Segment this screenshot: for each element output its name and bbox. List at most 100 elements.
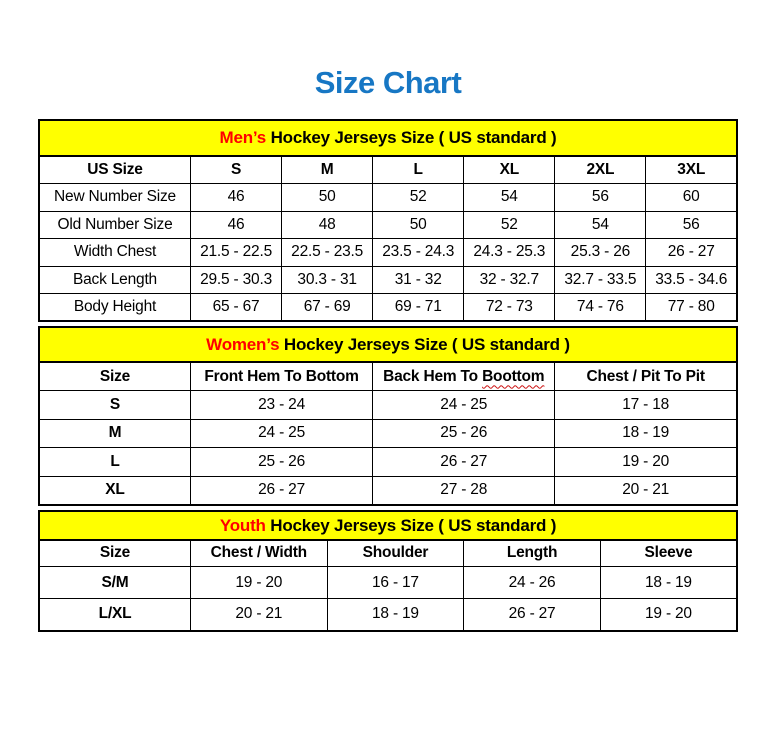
table-cell: 32.7 - 33.5 (554, 265, 647, 295)
column-header: M (281, 155, 374, 185)
table-cell: 20 - 21 (190, 598, 328, 632)
table-cell: 23 - 24 (189, 390, 374, 420)
column-header: US Size (38, 155, 191, 185)
section-banner-mens: Men’s Hockey Jerseys Size ( US standard … (38, 119, 738, 158)
table-cell: 24.3 - 25.3 (463, 238, 556, 267)
table-cell: 52 (463, 210, 556, 240)
banner-highlight: Women’s (206, 335, 280, 355)
table-row: Body Height 65 - 67 67 - 69 69 - 71 72 - 73 7… (38, 293, 738, 322)
table-cell: 25 - 26 (189, 447, 374, 477)
column-header: Size (38, 539, 191, 568)
page-title: Size Chart (314, 65, 462, 100)
table-cell: 54 (554, 210, 647, 240)
size-table-mens: US Size S M L XL 2XL 3XL New Number Size 46 50 52 5… (38, 155, 738, 323)
table-cell: 65 - 67 (189, 293, 283, 322)
table-cell: 27 - 28 (372, 475, 556, 506)
table-row: S 23 - 24 24 - 25 17 - 18 (38, 390, 738, 420)
column-header: S (189, 155, 283, 185)
table-cell: 26 - 27 (189, 475, 374, 506)
table-cell: 77 - 80 (645, 293, 738, 322)
table-cell: 56 (554, 183, 647, 212)
row-label: L (38, 447, 191, 477)
table-cell: 69 - 71 (372, 293, 465, 322)
table-cell: 23.5 - 24.3 (372, 238, 465, 267)
table-cell: 26 - 27 (645, 238, 738, 267)
row-label: Old Number Size (38, 210, 191, 240)
table-cell: 19 - 20 (190, 566, 328, 600)
row-label: Back Length (38, 265, 191, 295)
table-cell: 56 (645, 210, 738, 240)
size-chart-page: Size Chart Men’s Hockey Jerseys Size ( U… (0, 64, 776, 632)
header-row: Size Chest / Width Shoulder Length Sleeve (38, 539, 738, 568)
row-label: S (38, 390, 191, 420)
table-row: New Number Size 46 50 52 54 56 60 (38, 183, 738, 212)
table-row: Width Chest 21.5 - 22.5 22.5 - 23.5 23.5 - … (38, 238, 738, 267)
banner-highlight: Youth (219, 515, 266, 535)
row-label: S/M (38, 566, 191, 600)
table-cell: 24 - 25 (372, 390, 556, 420)
table-cell: 46 (189, 183, 283, 212)
table-cell: 26 - 27 (463, 598, 601, 632)
table-cell: 20 - 21 (554, 475, 738, 506)
table-cell: 48 (281, 210, 374, 240)
size-table-youth: Size Chest / Width Shoulder Length Sleeve S/M… (38, 538, 738, 632)
table-cell: 24 - 26 (463, 566, 601, 600)
misspelled-word: Boottom (482, 367, 545, 385)
table-cell: 74 - 76 (554, 293, 647, 322)
table-cell: 50 (372, 210, 465, 240)
table-cell: 72 - 73 (463, 293, 556, 322)
section-banner-womens: Women’s Hockey Jerseys Size ( US standar… (38, 326, 738, 364)
size-chart: Men’s Hockey Jerseys Size ( US standard … (38, 119, 738, 632)
table-cell: 31 - 32 (372, 265, 465, 295)
header-row: Size Front Hem To Bottom Back Hem To Boott… (38, 361, 738, 392)
header-row: US Size S M L XL 2XL 3XL (38, 155, 738, 185)
row-label: L/XL (38, 598, 191, 632)
column-header: Back Hem To Boottom (372, 361, 556, 392)
banner-text: Hockey Jerseys Size ( US standard ) (279, 335, 570, 355)
column-header: Chest / Width (190, 539, 328, 568)
section-womens: Women’s Hockey Jerseys Size ( US standar… (38, 326, 738, 506)
table-cell: 25 - 26 (372, 418, 556, 449)
table-cell: 60 (645, 183, 738, 212)
column-header: 3XL (645, 155, 738, 185)
section-youth: Youth Hockey Jerseys Size ( US standard … (38, 509, 738, 632)
table-cell: 25.3 - 26 (554, 238, 647, 267)
table-cell: 26 - 27 (372, 447, 556, 477)
table-cell: 52 (372, 183, 465, 212)
row-label: XL (38, 475, 191, 506)
table-cell: 17 - 18 (554, 390, 738, 420)
table-cell: 19 - 20 (554, 447, 738, 477)
table-cell: 16 - 17 (326, 566, 465, 600)
table-cell: 33.5 - 34.6 (645, 265, 738, 295)
table-cell: 18 - 19 (326, 598, 465, 632)
row-label: Width Chest (38, 238, 191, 267)
table-cell: 24 - 25 (189, 418, 374, 449)
section-mens: Men’s Hockey Jerseys Size ( US standard … (38, 119, 738, 323)
column-header: L (372, 155, 465, 185)
size-table-womens: Size Front Hem To Bottom Back Hem To Boott… (38, 361, 738, 506)
table-cell: 29.5 - 30.3 (189, 265, 283, 295)
table-cell: 18 - 19 (599, 566, 738, 600)
table-row: S/M 19 - 20 16 - 17 24 - 26 18 - 19 (38, 566, 738, 600)
table-row: XL 26 - 27 27 - 28 20 - 21 (38, 475, 738, 506)
table-cell: 50 (281, 183, 374, 212)
banner-text: Hockey Jerseys Size ( US standard ) (265, 515, 557, 535)
column-header: Sleeve (599, 539, 738, 568)
column-header: Length (463, 539, 601, 568)
table-cell: 32 - 32.7 (463, 265, 556, 295)
table-cell: 18 - 19 (554, 418, 738, 449)
column-header: Front Hem To Bottom (189, 361, 374, 392)
banner-text: Hockey Jerseys Size ( US standard ) (266, 128, 557, 148)
column-header: Shoulder (326, 539, 465, 568)
column-header: Chest / Pit To Pit (554, 361, 738, 392)
table-row: Back Length 29.5 - 30.3 30.3 - 31 31 - 32 32… (38, 265, 738, 295)
table-cell: 19 - 20 (599, 598, 738, 632)
table-cell: 22.5 - 23.5 (281, 238, 374, 267)
row-label: New Number Size (38, 183, 191, 212)
column-header: XL (463, 155, 556, 185)
column-header: 2XL (554, 155, 647, 185)
table-row: Old Number Size 46 48 50 52 54 56 (38, 210, 738, 240)
row-label: Body Height (38, 293, 191, 322)
banner-highlight: Men’s (219, 128, 267, 148)
table-cell: 54 (463, 183, 556, 212)
